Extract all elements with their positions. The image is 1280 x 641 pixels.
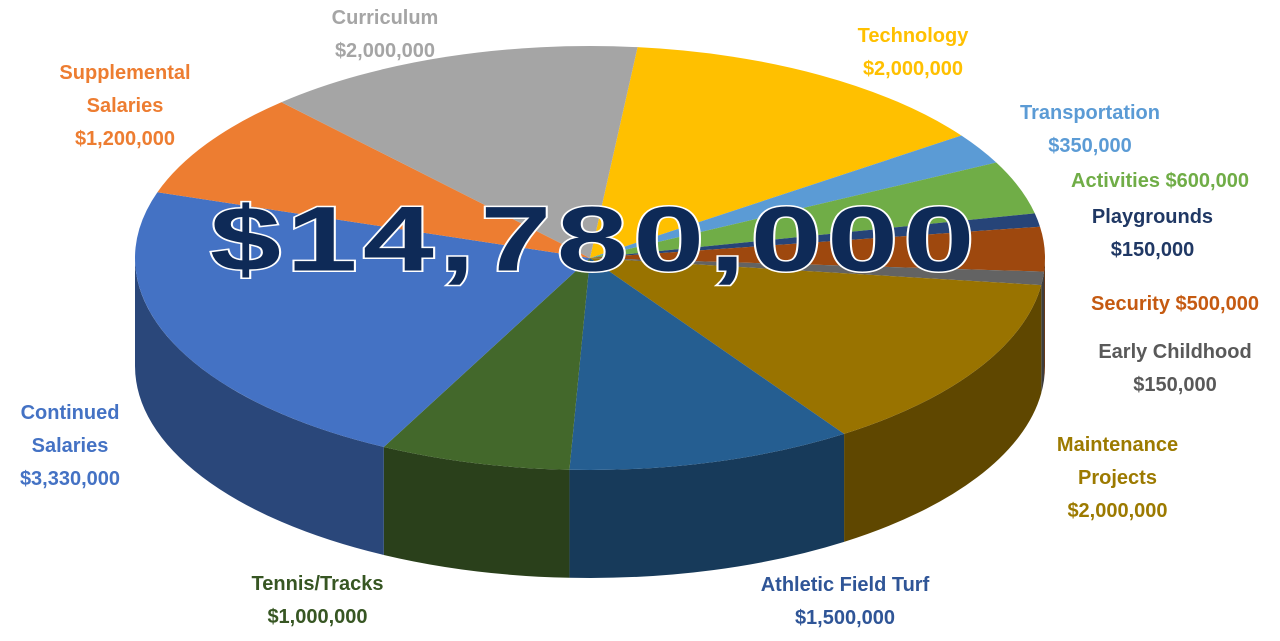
- slice: [157, 102, 590, 259]
- slice: [590, 47, 962, 258]
- slice-label: Activities $600,000: [1040, 165, 1280, 198]
- category-label: Curriculum: [331, 7, 439, 29]
- slice-side: [135, 258, 384, 555]
- slice: [590, 258, 1042, 434]
- slice-label: Tennis/Tracks $1,000,000: [230, 568, 405, 634]
- value-label: $1,500,000: [794, 607, 896, 629]
- category-label: Maintenance Projects: [1056, 434, 1179, 489]
- value-label: $2,000,000: [1067, 500, 1168, 522]
- slice-label: Supplemental Salaries $1,200,000: [40, 57, 210, 156]
- value-label: $3,330,000: [19, 468, 121, 490]
- value-label: $500,000: [1175, 293, 1259, 315]
- slice-label: Early Childhood $150,000: [1075, 336, 1275, 402]
- slice-label: Continued Salaries $3,330,000: [0, 397, 140, 496]
- category-label: Athletic Field Turf: [760, 574, 930, 596]
- slice: [590, 258, 1045, 286]
- slice-side: [1044, 258, 1045, 380]
- category-label: Playgrounds: [1091, 206, 1214, 228]
- category-label: Technology: [857, 25, 969, 47]
- slice-label: Transportation $350,000: [1000, 97, 1180, 163]
- slice: [590, 213, 1041, 258]
- value-label: $2,000,000: [334, 40, 436, 62]
- slice: [569, 258, 845, 471]
- category-label: Transportation: [1019, 102, 1160, 124]
- slice: [281, 46, 638, 258]
- slice: [590, 226, 1045, 272]
- value-label: $600,000: [1165, 170, 1249, 192]
- slice-label: Playgrounds $150,000: [1070, 201, 1235, 267]
- slice: [383, 258, 590, 470]
- category-label: Security: [1091, 293, 1170, 315]
- value-label: $1,200,000: [74, 128, 176, 150]
- slice-label: Maintenance Projects $2,000,000: [1030, 429, 1205, 528]
- slice-label: Curriculum $2,000,000: [300, 2, 470, 68]
- slice-label: Security $500,000: [1060, 288, 1280, 321]
- slice-side: [1041, 271, 1045, 394]
- category-label: Continued Salaries: [20, 402, 120, 457]
- category-label: Supplemental Salaries: [59, 62, 191, 117]
- slice-side: [569, 433, 845, 578]
- slice: [590, 162, 1035, 258]
- slice: [590, 135, 997, 258]
- slice-label: Technology $2,000,000: [843, 20, 983, 86]
- value-label: $1,000,000: [267, 606, 368, 628]
- slice-side: [844, 285, 1042, 542]
- slice-label: Athletic Field Turf $1,500,000: [735, 569, 955, 635]
- value-label: $350,000: [1048, 135, 1132, 157]
- slice-side: [383, 446, 570, 578]
- category-label: Tennis/Tracks: [251, 573, 384, 595]
- value-label: $150,000: [1110, 239, 1195, 261]
- value-label: $150,000: [1133, 374, 1217, 396]
- total-annotation: $14,780,000: [210, 188, 980, 290]
- value-label: $2,000,000: [862, 58, 964, 80]
- category-label: Activities: [1071, 170, 1160, 192]
- category-label: Early Childhood: [1098, 341, 1252, 363]
- slice: [135, 192, 591, 447]
